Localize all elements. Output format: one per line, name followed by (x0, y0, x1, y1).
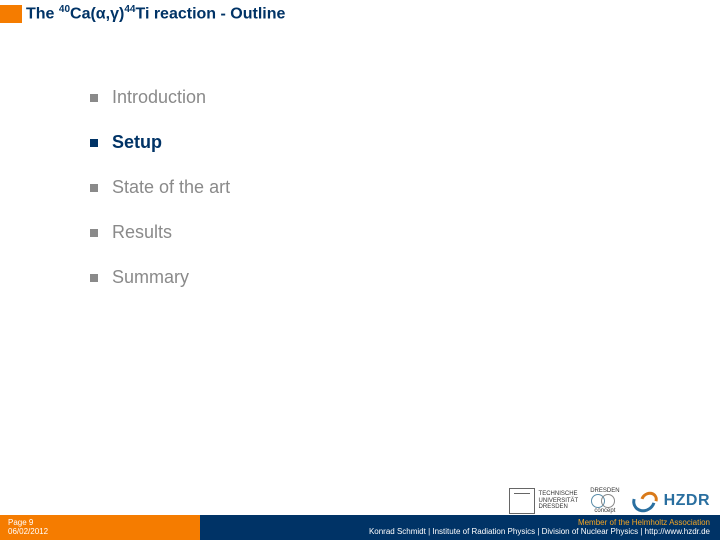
footer-left: Page 9 06/02/2012 (0, 515, 200, 540)
tu-icon (509, 488, 535, 514)
swoosh-icon (632, 490, 660, 512)
footer-logos: TECHNISCHE UNIVERSITÄT DRESDEN DRESDEN c… (509, 488, 710, 514)
outline-item-state: State of the art (90, 177, 720, 198)
title-text-2: Ca( (70, 5, 96, 22)
tu-text: TECHNISCHE UNIVERSITÄT DRESDEN (539, 491, 579, 511)
hzdr-logo: HZDR (632, 490, 710, 512)
hzdr-text: HZDR (664, 492, 710, 510)
bullet-icon (90, 94, 98, 102)
title-bar: The 40Ca(α,γ)44Ti reaction - Outline (0, 0, 720, 27)
rings-icon (591, 494, 619, 508)
bullet-icon (90, 229, 98, 237)
outline-label: Results (112, 222, 172, 243)
tu-line2: UNIVERSITÄT (539, 498, 579, 505)
footer-member: Member of the Helmholtz Association (210, 518, 710, 528)
bullet-icon (90, 274, 98, 282)
title-text-8: Ti reaction - Outline (135, 5, 285, 22)
page-date: 06/02/2012 (8, 527, 192, 537)
bullet-icon (90, 184, 98, 192)
outline-label: Setup (112, 132, 162, 153)
outline-list: Introduction Setup State of the art Resu… (90, 87, 720, 288)
outline-label: Summary (112, 267, 189, 288)
title-text-0: The (26, 5, 59, 22)
outline-label: Introduction (112, 87, 206, 108)
slide-title: The 40Ca(α,γ)44Ti reaction - Outline (26, 4, 285, 23)
outline-label: State of the art (112, 177, 230, 198)
outline-item-setup: Setup (90, 132, 720, 153)
tu-line1: TECHNISCHE (539, 491, 579, 498)
title-sup-7: 44 (124, 4, 135, 15)
title-alpha: α (96, 5, 106, 22)
footer-bar: Page 9 06/02/2012 Member of the Helmholt… (0, 515, 720, 540)
page-number: Page 9 (8, 518, 192, 528)
outline-item-introduction: Introduction (90, 87, 720, 108)
tu-dresden-logo: TECHNISCHE UNIVERSITÄT DRESDEN (509, 488, 579, 514)
footer-right: Member of the Helmholtz Association Konr… (200, 515, 720, 540)
tu-line3: DRESDEN (539, 504, 579, 511)
dresden-bottom: concept (594, 508, 615, 514)
bullet-icon (90, 139, 98, 147)
outline-item-results: Results (90, 222, 720, 243)
title-gamma: γ (110, 5, 119, 22)
title-accent-box (0, 5, 22, 23)
title-sup-1: 40 (59, 4, 70, 15)
dresden-concept-logo: DRESDEN concept (590, 488, 619, 514)
footer-author: Konrad Schmidt | Institute of Radiation … (210, 527, 710, 537)
outline-item-summary: Summary (90, 267, 720, 288)
